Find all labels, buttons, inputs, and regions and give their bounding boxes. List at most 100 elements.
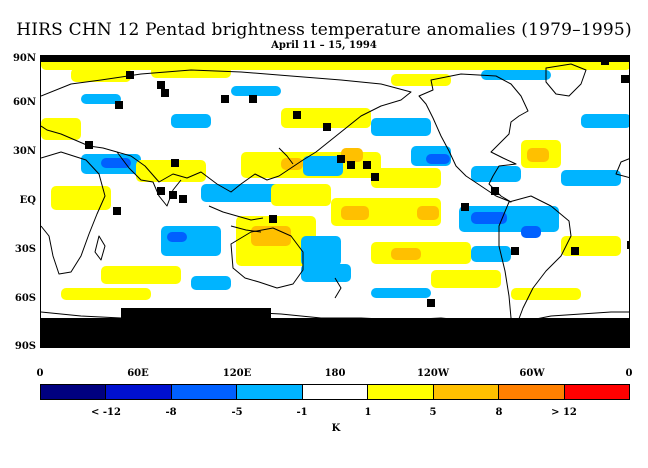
anomaly-patch [281,108,371,128]
anomaly-patch [341,206,369,220]
coastline-north-america [418,73,529,203]
colorbar-unit: K [331,423,341,434]
anomaly-patch [391,248,421,260]
anomaly-patch [191,276,231,290]
missing-data-cell [461,203,469,211]
anomaly-patch [81,94,121,104]
missing-data-cell [269,215,277,223]
colorbar-swatch [302,385,369,399]
anomaly-patch [41,118,81,140]
colorbar-label: 8 [495,407,503,418]
anomaly-patch [101,158,131,168]
lat-label-30s: 30S [14,244,36,255]
colorbar-label: < -12 [91,407,121,418]
anomaly-patch [471,212,507,224]
missing-data-cell [491,187,499,195]
colorbar-swatch [433,385,500,399]
lat-label-60s: 60S [14,293,36,304]
missing-data-cell [363,161,371,169]
missing-data-cell [371,173,379,181]
coastline-south-america [498,195,572,325]
colorbar-label: -8 [165,407,177,418]
colorbar-label: -1 [296,407,308,418]
anomaly-map [40,55,630,348]
map-title: HIRS CHN 12 Pentad brightness temperatur… [16,20,632,40]
missing-data-cell [221,95,229,103]
anomaly-patch [251,226,291,246]
colorbar-swatch [237,385,303,399]
missing-data-cell [169,191,177,199]
map-subtitle: April 11 – 15, 1994 [271,40,377,51]
anomaly-patch [481,70,551,80]
anomaly-patch [271,184,331,206]
coastline-africa [41,151,106,275]
anomaly-patch [301,264,351,282]
colorbar-label: -5 [231,407,243,418]
coastline-antarctica [41,311,629,327]
anomaly-patch [341,148,363,162]
anomaly-patch [527,148,549,162]
missing-data-cell [171,159,179,167]
anomaly-patch [281,158,303,170]
colorbar-label: 5 [429,407,437,418]
coastline-greenland [545,63,587,97]
lon-label-60w: 60W [519,368,545,379]
anomaly-patch [303,156,343,176]
colorbar-swatch [564,385,629,399]
lat-label-90n: 90N [12,53,36,64]
lat-label-90s: 90S [14,341,36,352]
coastline-indonesia [208,205,264,221]
anomaly-patch [581,114,629,128]
lon-label-120w: 120W [416,368,450,379]
missing-data-cell [337,155,345,163]
anomaly-patch [561,170,621,186]
missing-data-cell [161,89,169,97]
missing-data-cell [293,111,301,119]
anomaly-patch [151,66,231,78]
lat-label-eq: EQ [19,195,36,206]
missing-data-cell [115,101,123,109]
missing-data-cell [249,95,257,103]
anomaly-patch [417,206,439,220]
colorbar [40,384,630,400]
missing-data-cell [427,299,435,307]
anomaly-patch [521,226,541,238]
lon-label-0: 0 [36,368,44,379]
lon-label-180: 180 [324,368,346,379]
colorbar-label: > 12 [551,407,577,418]
missing-data-cell [347,161,355,169]
anomaly-patch [371,118,431,136]
colorbar-swatch [499,385,565,399]
anomaly-patch [371,168,441,188]
anomaly-patch [171,114,211,128]
anomaly-patch [471,246,511,262]
missing-data-region [41,56,629,62]
anomaly-patch [51,186,111,210]
missing-data-cell [571,247,579,255]
anomaly-patch [471,166,521,182]
missing-data-cell [323,123,331,131]
colorbar-swatch [106,385,172,399]
missing-data-cell [601,57,609,65]
missing-data-cell [157,187,165,195]
coastline-japan [278,147,294,165]
anomaly-patch [71,68,131,82]
colorbar-swatch [171,385,238,399]
anomaly-patch [167,232,187,242]
missing-data-cell [157,81,165,89]
anomaly-patch [231,86,281,96]
missing-data-cell [627,241,629,249]
missing-data-region [121,308,271,322]
coastline-new-zealand [334,277,342,299]
missing-data-cell [621,75,629,83]
missing-data-region [41,318,629,347]
lon-label-120e: 120E [222,368,252,379]
lon-label-0-east: 0 [625,368,633,379]
colorbar-label: 1 [364,407,372,418]
anomaly-patch [391,74,451,86]
anomaly-patch [61,288,151,300]
anomaly-map-canvas [41,56,629,347]
lat-label-30n: 30N [12,146,36,157]
missing-data-cell [126,71,134,79]
colorbar-swatch [368,385,434,399]
